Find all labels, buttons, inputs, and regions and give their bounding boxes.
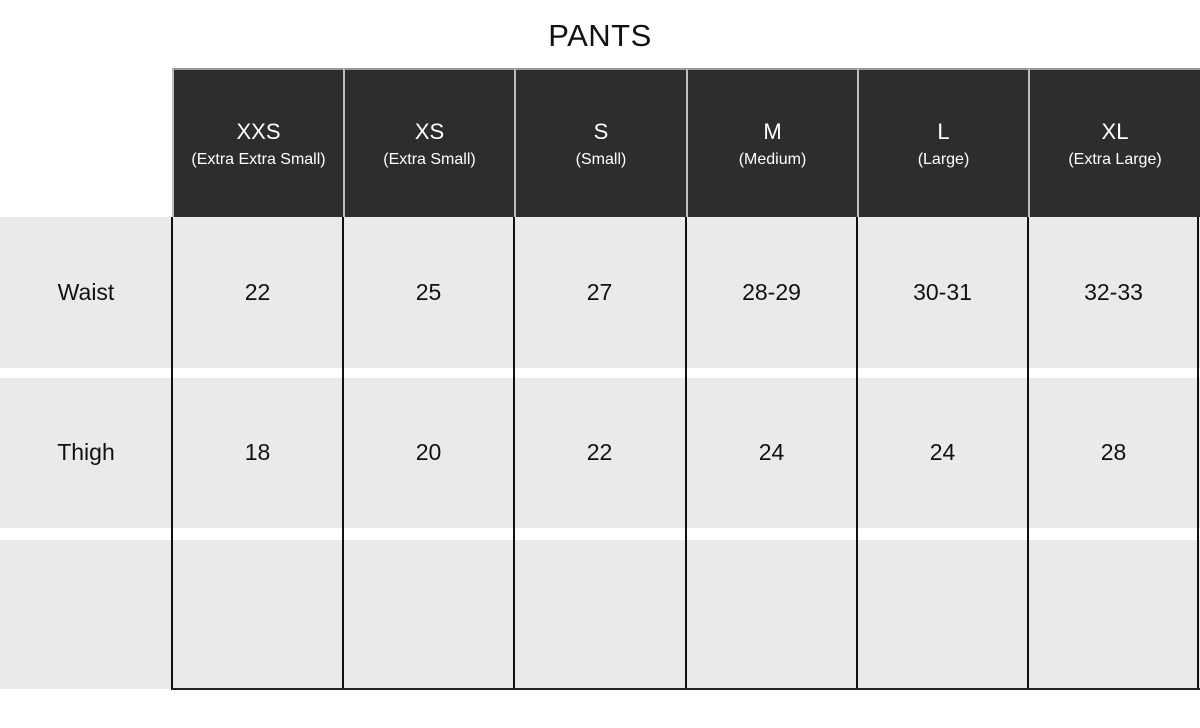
size-code: XS (414, 119, 445, 144)
grid-line-vertical (1027, 217, 1029, 690)
size-code: L (937, 119, 950, 144)
grid-line-bottom (172, 688, 1200, 690)
grid-line-vertical (685, 217, 687, 690)
grid-line-vertical (171, 217, 173, 690)
size-name: (Small) (575, 151, 627, 168)
table-cell: 25 (415, 278, 442, 305)
size-header: XL (Extra Large) (1028, 68, 1200, 217)
size-code: XXS (236, 119, 281, 144)
grid-line-vertical (1197, 217, 1199, 690)
chart-title: PANTS (548, 18, 652, 53)
table-row-band (0, 217, 1200, 368)
table-cell: 27 (586, 278, 613, 305)
table-cell: 18 (244, 439, 271, 465)
table-cell: 28-29 (742, 278, 801, 305)
size-header: XS (Extra Small) (343, 68, 514, 217)
table-cell: 20 (415, 439, 442, 465)
size-name: (Medium) (738, 151, 807, 168)
size-code: S (593, 119, 609, 144)
table-cell: 22 (244, 278, 271, 305)
size-name: (Large) (917, 151, 970, 168)
table-cell: 32-33 (1084, 278, 1143, 305)
table-cell: 30-31 (913, 278, 972, 305)
size-name: (Extra Extra Small) (191, 151, 326, 168)
size-header: S (Small) (514, 68, 686, 217)
size-code: XL (1101, 119, 1129, 144)
table-row-band (0, 378, 1200, 528)
table-cell: 22 (586, 439, 613, 465)
table-cell: 28 (1100, 439, 1127, 465)
table-row-band (0, 540, 1200, 689)
grid-line-vertical (342, 217, 344, 690)
grid-line-vertical (856, 217, 858, 690)
size-code: M (763, 119, 782, 144)
size-header: M (Medium) (686, 68, 857, 217)
table-cell: 24 (929, 439, 956, 465)
size-name: (Extra Small) (383, 151, 476, 168)
grid-line-vertical (513, 217, 515, 690)
row-label: Waist (57, 278, 115, 305)
row-label: Thigh (57, 439, 115, 465)
size-header: L (Large) (857, 68, 1028, 217)
size-header: XXS (Extra Extra Small) (172, 68, 343, 217)
table-cell: 24 (758, 439, 785, 465)
size-name: (Extra Large) (1068, 151, 1162, 168)
